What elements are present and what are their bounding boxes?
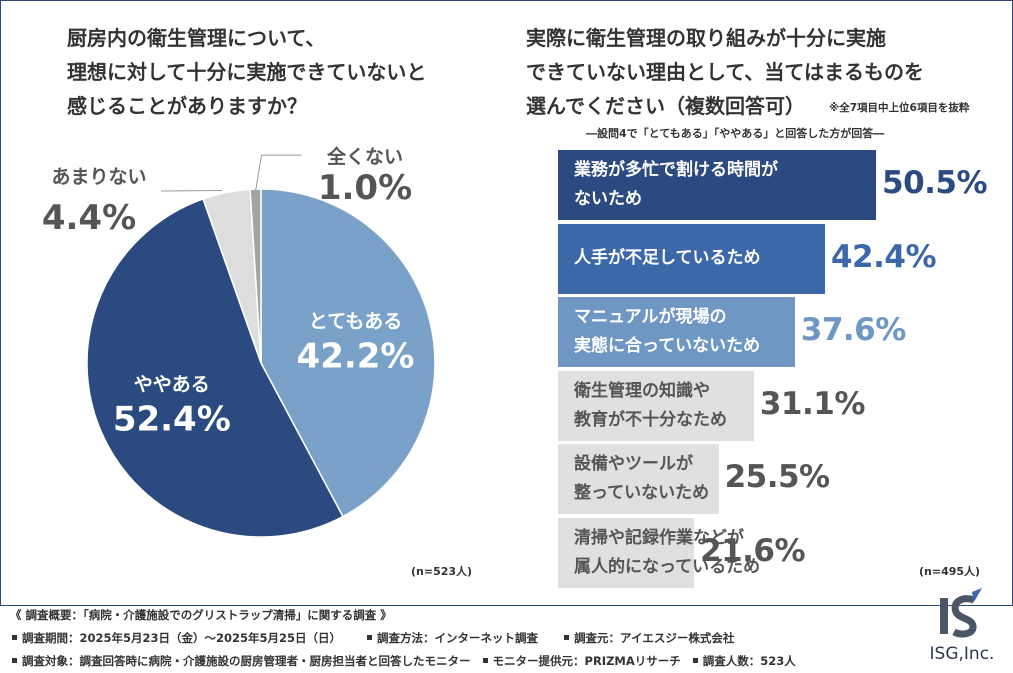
bar-label-6-line-1: 清掃や記録作業などが	[574, 527, 744, 548]
pie-sample-size: (n=523人)	[411, 565, 473, 578]
company-logo: ISG,Inc.	[922, 588, 1002, 668]
pie-slice-2	[86, 197, 344, 538]
pie-slice-value-2: 52.4%	[113, 399, 231, 439]
pie-slice-label-3: あまりない	[51, 166, 146, 188]
bar-value-4: 31.1%	[759, 385, 866, 422]
bar-3	[558, 297, 795, 367]
pie-slice-label-2: ややある	[134, 373, 210, 395]
bullet-square-icon	[482, 658, 488, 663]
survey-summary: 《 調査概要：「病院・介護施設でのグリストラップ清掃」に関する調査 》 調査期間…	[10, 604, 796, 673]
bullet-square-icon	[564, 635, 570, 640]
survey-summary-title: 《 調査概要：「病院・介護施設でのグリストラップ清掃」に関する調査 》	[10, 608, 392, 622]
left-question-title: 厨房内の衛生管理について、 理想に対して十分に実施できていないと 感じることがあ…	[67, 21, 426, 123]
bar-label-4-line-1: 衛生管理の知識や	[574, 380, 710, 401]
bar-2	[558, 223, 825, 294]
bullet-square-icon	[12, 635, 17, 640]
bar-value-3: 37.6%	[800, 312, 907, 348]
bar-label-5-line-2: 整っていないため	[574, 483, 710, 503]
left-question-line-2: 理想に対して十分に実施できていないと	[67, 60, 427, 84]
survey-target: 調査対象：調査回答時に病院・介護施設の厨房管理者・厨房担当者と回答したモニター	[22, 654, 471, 668]
right-question-note: ※全7項目中上位6項目を抜粋	[829, 102, 970, 114]
right-question-subtitle: ―設問4で「とてもある」「ややある」と回答した方が回答―	[586, 127, 885, 140]
bar-value-5: 25.5%	[724, 459, 831, 495]
bar-5	[558, 444, 719, 514]
right-question-title: 実際に衛生管理の取り組みが十分に実施 できていない理由として、当てはまるものを …	[526, 21, 924, 123]
pie-slice-value-3: 4.4%	[42, 198, 136, 238]
right-question-line-3: 選んでください（複数回答可）	[526, 94, 805, 118]
pie-slice-label-1: とてもある	[309, 310, 402, 332]
survey-source: 調査元：アイエスジー株式会社	[574, 631, 735, 645]
bar-sample-size: (n=495人)	[919, 565, 981, 578]
pie-slice-value-1: 42.2%	[297, 336, 415, 376]
company-name: ISG,Inc.	[929, 644, 995, 664]
left-question-line-1: 厨房内の衛生管理について、	[67, 26, 326, 50]
isg-logo-mark-icon	[940, 588, 982, 638]
right-question-line-2: できていない理由として、当てはまるものを	[526, 60, 924, 84]
bar-label-1-line-2: ないため	[574, 189, 642, 209]
bar-label-4-line-2: 教育が不十分なため	[574, 409, 727, 430]
bar-label-1: 業務が多忙で割ける時間が ないため	[574, 156, 778, 214]
survey-summary-line-2: 調査対象：調査回答時に病院・介護施設の厨房管理者・厨房担当者と回答したモニター …	[10, 650, 796, 673]
bar-label-6-line-2: 属人的になっているため	[574, 556, 761, 577]
bar-label-3-line-1: マニュアルが現場の	[574, 307, 727, 327]
survey-respondents: 調査人数：523人	[702, 654, 796, 668]
survey-summary-line-1: 調査期間：2025年5月23日（金）〜2025年5月25日（日） 調査方法：イン…	[10, 627, 796, 650]
pie-slice-value-4: 1.0%	[318, 168, 412, 208]
bullet-square-icon	[12, 658, 17, 663]
bar-label-2: 人手が不足しているため	[574, 244, 761, 273]
bar-label-3-line-2: 実態に合っていないため	[574, 336, 761, 356]
bar-label-2-line-1: 人手が不足しているため	[574, 248, 761, 268]
bar-label-4: 衛生管理の知識や 教育が不十分なため	[574, 377, 727, 435]
monitor-provider: モニター提供元：PRIZMAリサーチ	[492, 654, 681, 668]
bar-value-2: 42.4%	[830, 238, 937, 275]
bullet-square-icon	[692, 658, 698, 663]
bar-6	[558, 517, 695, 588]
bullet-square-icon	[367, 635, 373, 640]
pie-leader-line-4	[255, 154, 302, 192]
bar-value-1: 50.5%	[882, 165, 988, 201]
survey-method: 調査方法：インターネット調査	[377, 631, 539, 645]
right-question-line-1: 実際に衛生管理の取り組みが十分に実施	[526, 26, 886, 50]
bar-label-3: マニュアルが現場の実態に合っていないため	[574, 303, 760, 361]
bar-4	[558, 370, 754, 441]
pie-slice-1	[260, 188, 436, 518]
bar-label-5: 設備やツールが 整っていないため	[574, 450, 709, 508]
bar-1	[558, 150, 876, 220]
bar-label-6: 清掃や記録作業などが 属人的になっているため	[574, 524, 760, 582]
left-question-line-3: 感じることがありますか？	[67, 94, 307, 118]
infographic-frame: 厨房内の衛生管理について、 理想に対して十分に実施できていないと 感じることがあ…	[0, 0, 1013, 606]
bar-label-1-line-1: 業務が多忙で割ける時間が	[574, 160, 778, 180]
bar-value-6: 21.6%	[700, 532, 806, 569]
survey-period: 調査期間：2025年5月23日（金）〜2025年5月25日（日）	[22, 631, 342, 645]
pie-slice-label-4: 全くない	[326, 145, 403, 168]
bar-label-5-line-1: 設備やツールが	[574, 454, 693, 474]
